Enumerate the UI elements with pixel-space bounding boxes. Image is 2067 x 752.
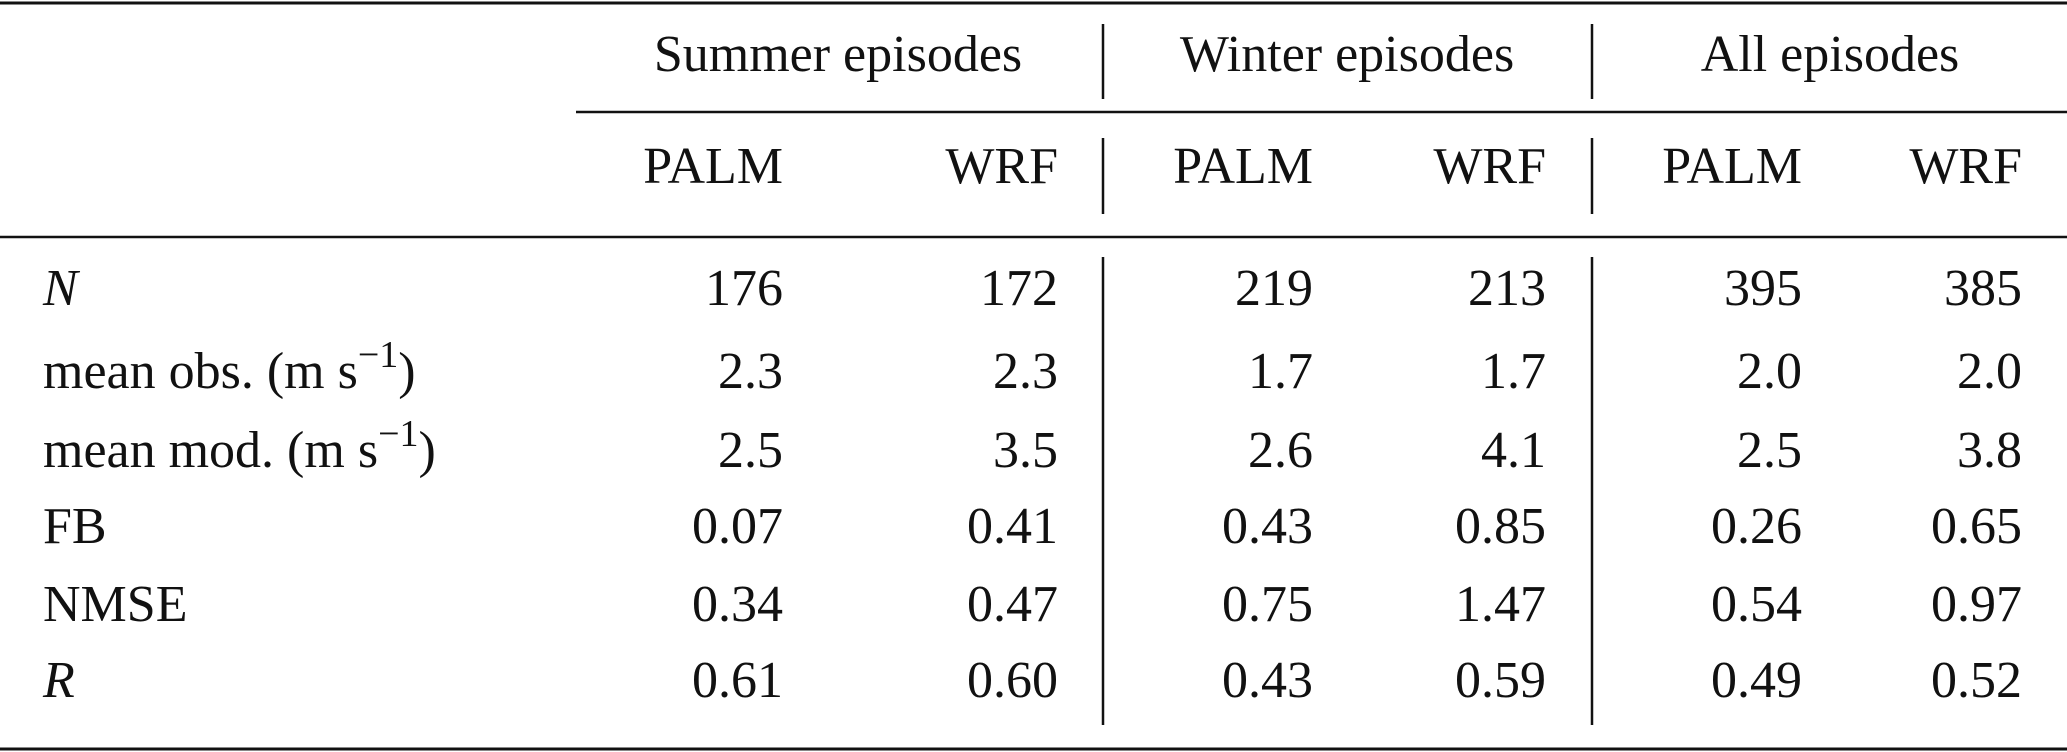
cell: 0.26 <box>1711 498 1802 555</box>
cell: 2.3 <box>993 343 1058 400</box>
cell: 2.0 <box>1737 343 1802 400</box>
cell: 3.5 <box>993 422 1058 479</box>
cell: 395 <box>1724 260 1802 317</box>
cell: 0.07 <box>692 498 783 555</box>
cell: 2.6 <box>1248 422 1313 479</box>
cell: 2.5 <box>718 422 783 479</box>
cell: 0.52 <box>1931 652 2022 709</box>
cell: 0.43 <box>1222 498 1313 555</box>
group-header: Winter episodes <box>1180 26 1514 83</box>
cell: 385 <box>1944 260 2022 317</box>
label-close: ) <box>398 343 415 400</box>
column-header: PALM <box>643 138 783 195</box>
cell: 219 <box>1235 260 1313 317</box>
label-text: FB <box>43 498 107 555</box>
cell: 0.49 <box>1711 652 1802 709</box>
cell: 0.47 <box>967 576 1058 633</box>
cell: 213 <box>1468 260 1546 317</box>
column-header: PALM <box>1173 138 1313 195</box>
column-header: PALM <box>1662 138 1802 195</box>
cell: 0.43 <box>1222 652 1313 709</box>
cell: 0.41 <box>967 498 1058 555</box>
cell: 0.85 <box>1455 498 1546 555</box>
cell: 172 <box>980 260 1058 317</box>
label-text: NMSE <box>43 576 187 633</box>
column-dividers <box>1101 24 1594 725</box>
row-label: N <box>42 260 81 317</box>
cell: 1.7 <box>1481 343 1546 400</box>
label-close: ) <box>419 422 436 479</box>
row-label: FB <box>43 498 107 555</box>
cell: 1.47 <box>1455 576 1546 633</box>
cell: 0.61 <box>692 652 783 709</box>
cell: 0.97 <box>1931 576 2022 633</box>
row-label: mean mod. (m s−1) <box>43 413 436 479</box>
label-text: mean mod. (m s <box>43 422 378 479</box>
cell: 1.7 <box>1248 343 1313 400</box>
cell: 2.3 <box>718 343 783 400</box>
group-header: Summer episodes <box>654 26 1022 83</box>
label-text: N <box>42 260 81 317</box>
label-text: mean obs. (m s <box>43 343 358 400</box>
cell: 0.75 <box>1222 576 1313 633</box>
cell: 0.59 <box>1455 652 1546 709</box>
cell: 0.54 <box>1711 576 1802 633</box>
cell: 0.34 <box>692 576 783 633</box>
row-label: R <box>42 652 75 709</box>
label-sup: −1 <box>358 334 398 376</box>
cell: 2.5 <box>1737 422 1802 479</box>
label-sup: −1 <box>378 413 418 455</box>
column-header: WRF <box>1909 138 2022 195</box>
row-label: mean obs. (m s−1) <box>43 334 416 400</box>
cell: 2.0 <box>1957 343 2022 400</box>
cell: 176 <box>705 260 783 317</box>
column-header: WRF <box>945 138 1058 195</box>
cell: 4.1 <box>1481 422 1546 479</box>
cell: 3.8 <box>1957 422 2022 479</box>
cell: 0.65 <box>1931 498 2022 555</box>
label-text: R <box>42 652 75 709</box>
cell: 0.60 <box>967 652 1058 709</box>
group-header: All episodes <box>1701 26 1960 83</box>
row-label: NMSE <box>43 576 187 633</box>
column-header: WRF <box>1433 138 1546 195</box>
